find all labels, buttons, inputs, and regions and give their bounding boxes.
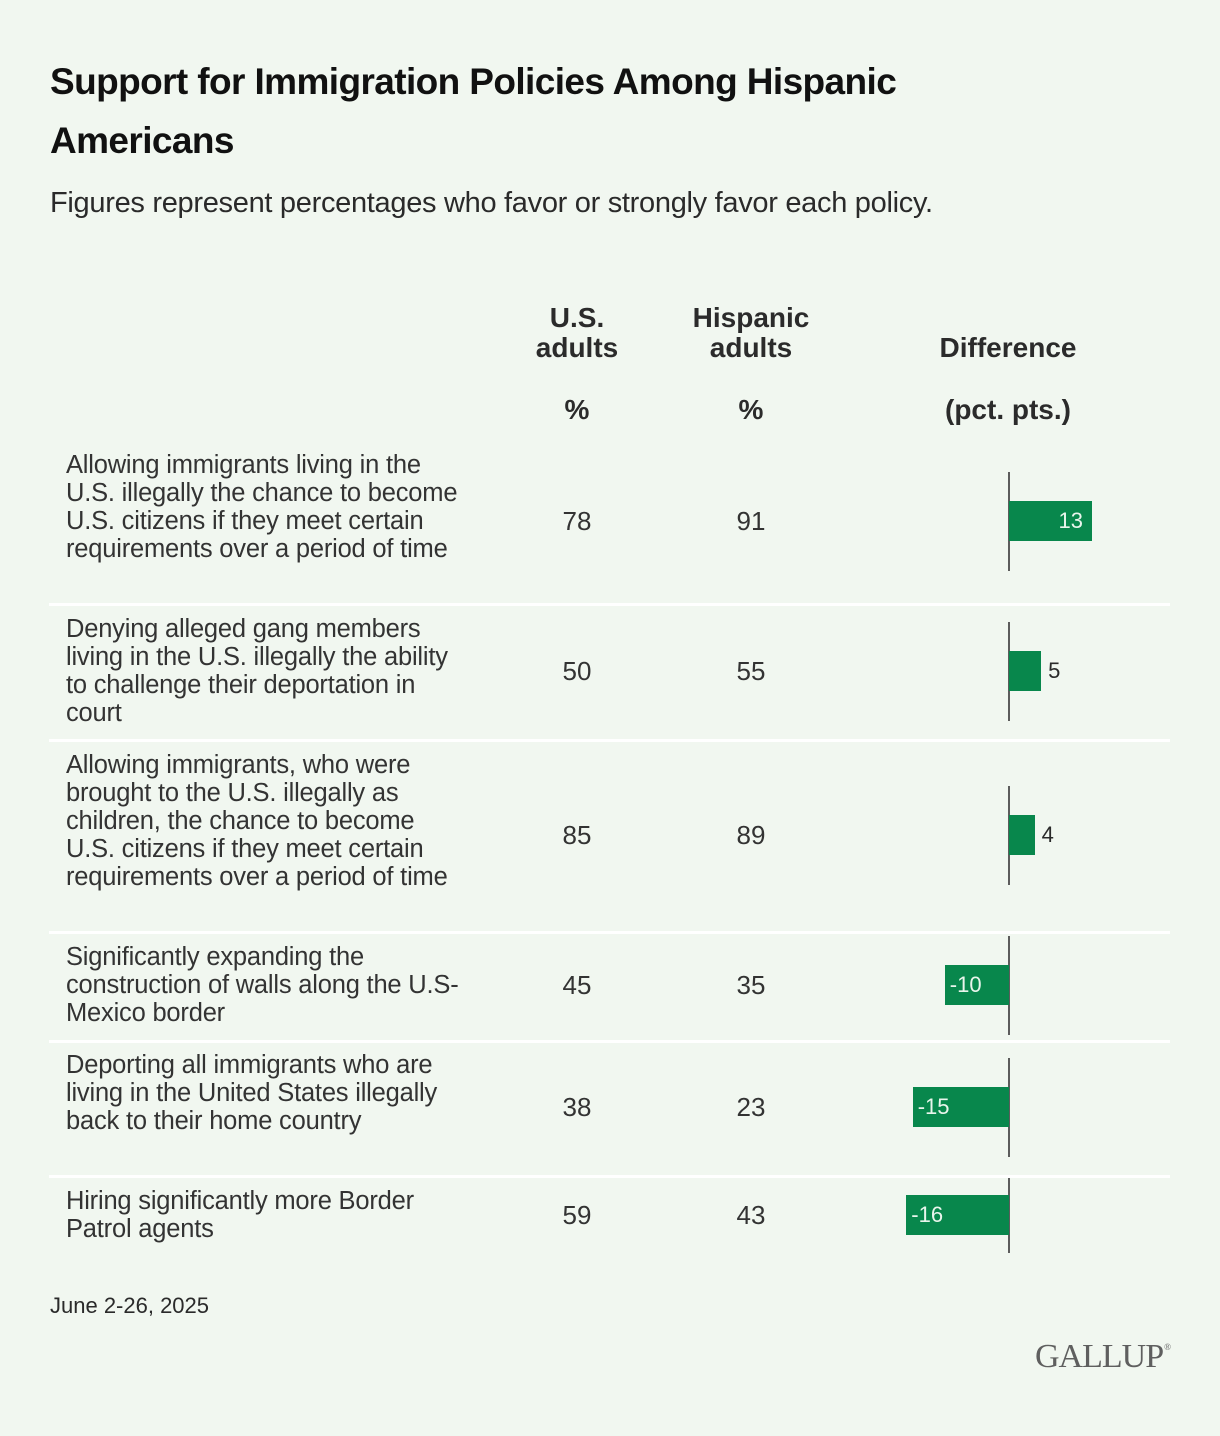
column-header-hispanic-adults: Hispanic adults bbox=[671, 303, 831, 363]
row-separator bbox=[49, 1040, 1170, 1043]
column-unit-difference: (pct. pts.) bbox=[945, 394, 1071, 425]
column-header-hispanic-adults-line1: Hispanic bbox=[692, 302, 810, 333]
zero-axis-line bbox=[1008, 1058, 1010, 1157]
zero-axis-line bbox=[1008, 1178, 1010, 1253]
column-header-us-adults-line2: adults bbox=[535, 332, 619, 363]
chart-title: Support for Immigration Policies Among H… bbox=[50, 61, 897, 161]
column-header-difference-line1: Difference bbox=[939, 332, 1077, 363]
difference-bar bbox=[906, 1195, 1009, 1235]
us-adults-value: 38 bbox=[562, 1092, 592, 1122]
difference-label: -15 bbox=[917, 1094, 950, 1119]
row-separator bbox=[49, 603, 1170, 606]
us-adults-value: 78 bbox=[562, 506, 592, 536]
difference-label: -10 bbox=[949, 972, 982, 997]
hispanic-adults-value: 43 bbox=[736, 1200, 766, 1230]
difference-label: -16 bbox=[911, 1202, 944, 1227]
hispanic-adults-value: 55 bbox=[736, 656, 766, 686]
us-adults-value: 85 bbox=[562, 820, 592, 850]
row-label: Denying alleged gang members living in t… bbox=[66, 615, 448, 727]
registered-mark: ® bbox=[1164, 1342, 1171, 1352]
hispanic-adults-value: 35 bbox=[736, 970, 766, 1000]
column-header-us-adults: U.S. adults bbox=[517, 303, 637, 363]
difference-bar bbox=[1009, 651, 1042, 691]
row-label: Hiring significantly more Border Patrol … bbox=[66, 1187, 414, 1243]
row-label: Allowing immigrants living in the U.S. i… bbox=[66, 451, 458, 563]
survey-date: June 2-26, 2025 bbox=[50, 1293, 210, 1318]
difference-label: 5 bbox=[1048, 658, 1061, 683]
us-adults-value: 59 bbox=[562, 1200, 592, 1230]
column-header-hispanic-adults-line2: adults bbox=[709, 332, 793, 363]
hispanic-adults-value: 89 bbox=[736, 820, 766, 850]
difference-bar bbox=[1009, 501, 1093, 541]
difference-bar bbox=[912, 1087, 1009, 1127]
gallup-logo: GALLUP® bbox=[1035, 1338, 1171, 1376]
column-unit-hispanic-adults: % bbox=[738, 394, 764, 425]
difference-label: 13 bbox=[1058, 508, 1083, 533]
row-label: Allowing immigrants, who were brought to… bbox=[66, 751, 448, 891]
chart-subtitle: Figures represent percentages who favor … bbox=[50, 187, 933, 219]
row-separator bbox=[49, 739, 1170, 742]
us-adults-value: 45 bbox=[562, 970, 592, 1000]
gallup-logo-text: GALLUP bbox=[1035, 1338, 1164, 1375]
hispanic-adults-value: 91 bbox=[736, 506, 766, 536]
column-header-difference: Difference bbox=[908, 333, 1108, 363]
difference-bar bbox=[1009, 815, 1035, 855]
difference-label: 4 bbox=[1041, 822, 1054, 847]
row-label: Significantly expanding the construction… bbox=[66, 943, 459, 1027]
zero-axis-line bbox=[1008, 936, 1010, 1035]
column-header-us-adults-line1: U.S. bbox=[549, 302, 605, 333]
hispanic-adults-value: 23 bbox=[736, 1092, 766, 1122]
row-separator bbox=[49, 1175, 1170, 1178]
column-unit-us-adults: % bbox=[564, 394, 590, 425]
difference-bar bbox=[944, 965, 1009, 1005]
row-label: Deporting all immigrants who are living … bbox=[66, 1051, 438, 1135]
us-adults-value: 50 bbox=[562, 656, 592, 686]
row-separator bbox=[49, 931, 1170, 934]
